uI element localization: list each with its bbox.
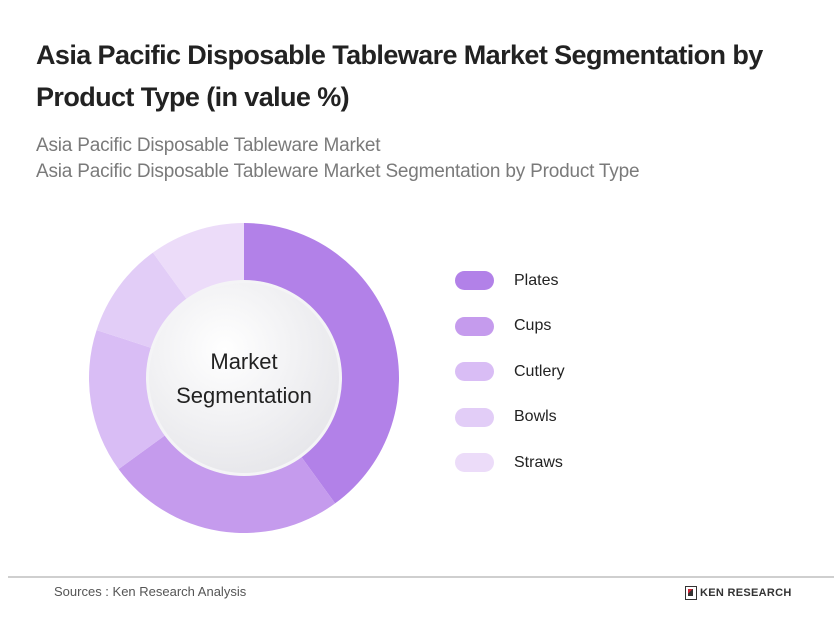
ken-research-logo: KEN RESEARCH xyxy=(685,586,792,600)
legend-swatch xyxy=(455,271,494,291)
legend-item-cups[interactable]: Cups xyxy=(455,304,565,350)
footer-divider xyxy=(8,576,834,578)
subtitle-line-1: Asia Pacific Disposable Tableware Market xyxy=(36,135,381,156)
legend-item-plates[interactable]: Plates xyxy=(455,258,565,304)
legend-label: Cups xyxy=(514,317,552,335)
legend-label: Cutlery xyxy=(514,362,565,380)
brand-name: KEN RESEARCH xyxy=(700,587,792,599)
source-note: Sources : Ken Research Analysis xyxy=(54,584,247,599)
legend-label: Straws xyxy=(514,453,563,471)
center-disc xyxy=(149,283,339,473)
chart-subtitle: Asia Pacific Disposable Tableware Market… xyxy=(36,133,640,185)
slice-cups[interactable] xyxy=(118,434,336,533)
center-label-line-2: Segmentation xyxy=(176,383,312,408)
legend-label: Plates xyxy=(514,271,559,289)
legend-item-bowls[interactable]: Bowls xyxy=(455,395,565,441)
chart-title: Asia Pacific Disposable Tableware Market… xyxy=(36,40,763,112)
slice-bowls[interactable] xyxy=(96,252,188,349)
legend-swatch xyxy=(455,407,494,427)
donut-chart xyxy=(89,223,399,533)
legend-swatch xyxy=(455,362,494,382)
subtitle-line-2: Asia Pacific Disposable Tableware Market… xyxy=(36,161,640,182)
ken-research-logo-icon xyxy=(685,586,697,600)
legend-swatch xyxy=(455,453,494,473)
legend-item-straws[interactable]: Straws xyxy=(455,440,565,486)
legend: Plates Cups Cutlery Bowls Straws xyxy=(455,258,565,486)
slice-straws[interactable] xyxy=(152,223,244,301)
legend-swatch xyxy=(455,316,494,336)
slice-plates[interactable] xyxy=(244,223,399,504)
center-label: Market Segmentation xyxy=(148,283,340,475)
center-label-line-1: Market xyxy=(210,349,278,374)
legend-item-cutlery[interactable]: Cutlery xyxy=(455,349,565,395)
legend-label: Bowls xyxy=(514,408,557,426)
